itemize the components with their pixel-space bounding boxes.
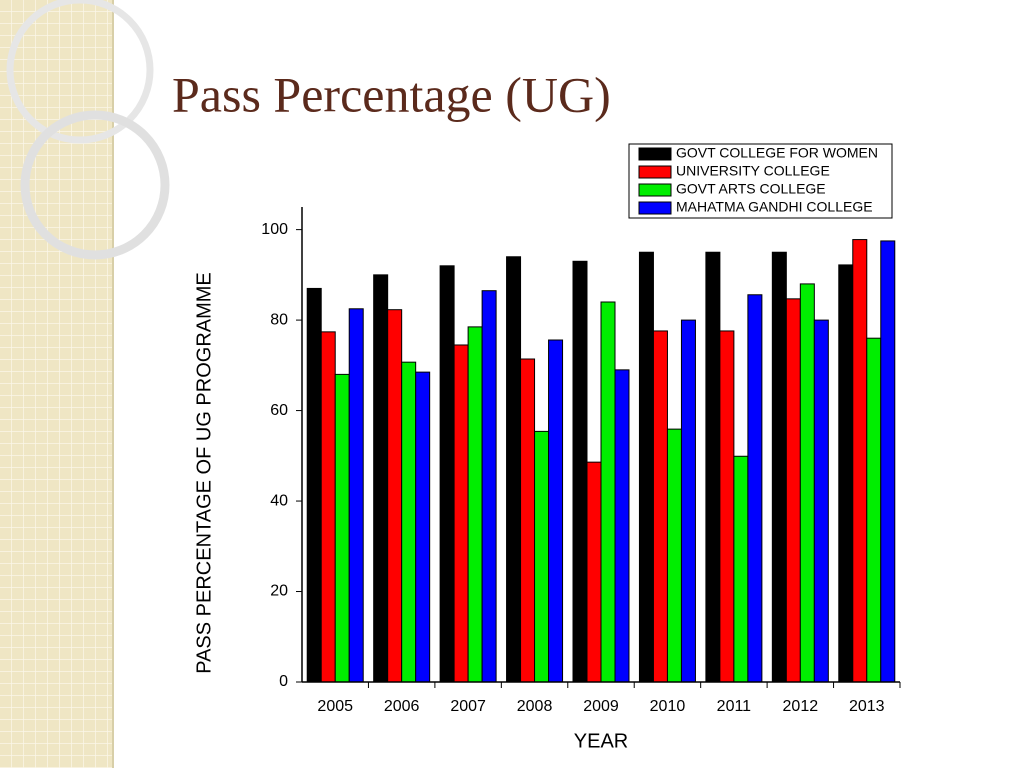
slide-title: Pass Percentage (UG)	[172, 66, 611, 122]
bar	[680, 319, 696, 683]
x-tick-label: 2006	[384, 698, 420, 715]
legend-swatch	[638, 183, 672, 197]
bar	[481, 290, 497, 683]
bar	[652, 330, 668, 683]
legend-label: UNIVERSITY COLLEGE	[676, 163, 830, 179]
bar	[785, 298, 801, 683]
bar	[520, 358, 536, 683]
bar	[586, 461, 602, 683]
decor-ring	[6, 0, 154, 144]
bar	[705, 251, 721, 683]
bar	[666, 428, 682, 683]
y-tick-label: 0	[279, 673, 288, 690]
x-tick-label: 2005	[317, 698, 353, 715]
y-axis-label: PASS PERCENTAGE OF UG PROGRAMME	[193, 272, 215, 674]
legend-label: GOVT ARTS COLLEGE	[676, 181, 826, 197]
bar	[866, 337, 882, 683]
bar	[373, 274, 389, 683]
bar	[415, 371, 431, 683]
x-tick-label: 2009	[583, 698, 619, 715]
bar	[747, 294, 763, 683]
legend-label: MAHATMA GANDHI COLLEGE	[676, 199, 873, 215]
bar	[852, 239, 868, 683]
bar	[838, 264, 854, 683]
bar	[453, 344, 469, 683]
x-tick-label: 2007	[450, 698, 486, 715]
x-tick-label: 2010	[650, 698, 686, 715]
bar	[548, 339, 564, 683]
decor-ring	[20, 110, 170, 260]
y-tick-label: 80	[270, 311, 288, 328]
y-tick-label: 100	[261, 221, 288, 238]
x-tick-label: 2008	[517, 698, 553, 715]
x-tick-label: 2012	[783, 698, 819, 715]
legend-box	[628, 143, 893, 219]
legend-swatch	[638, 201, 672, 215]
y-tick-label: 60	[270, 402, 288, 419]
y-tick-label: 40	[270, 492, 288, 509]
bar	[506, 256, 522, 683]
bar	[813, 319, 829, 683]
bar	[334, 373, 350, 683]
bar	[638, 251, 654, 683]
bar	[880, 240, 896, 683]
x-axis-label: YEAR	[574, 730, 628, 752]
bar	[306, 287, 322, 683]
bar	[614, 369, 630, 683]
bar	[600, 301, 616, 683]
bar	[467, 326, 483, 683]
bar	[320, 331, 336, 683]
legend-swatch	[638, 165, 672, 179]
bar	[771, 251, 787, 683]
y-tick-label: 20	[270, 583, 288, 600]
bar	[401, 361, 417, 683]
legend-swatch	[638, 147, 672, 161]
bar	[719, 330, 735, 683]
x-tick-label: 2011	[717, 698, 752, 715]
bar	[387, 309, 403, 683]
bar	[733, 455, 749, 683]
bar	[348, 308, 364, 683]
bar	[534, 430, 550, 683]
bar	[572, 260, 588, 683]
legend-label: GOVT COLLEGE FOR WOMEN	[676, 145, 878, 161]
bar	[799, 283, 815, 683]
bar	[439, 265, 455, 683]
x-tick-label: 2013	[849, 698, 885, 715]
